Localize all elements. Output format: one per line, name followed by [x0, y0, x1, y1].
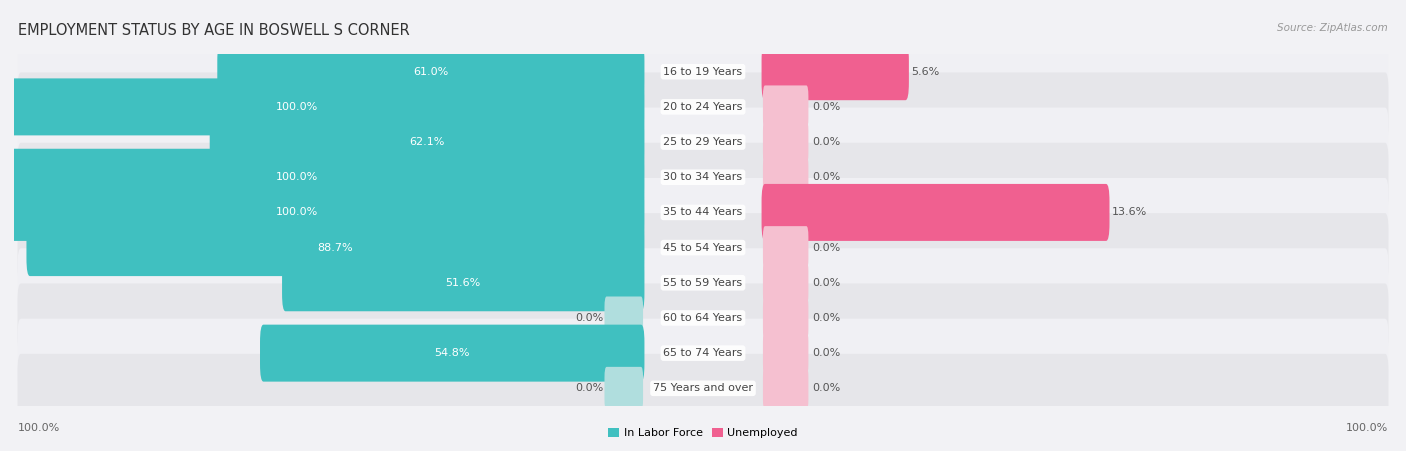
FancyBboxPatch shape [17, 143, 1389, 212]
Text: 45 to 54 Years: 45 to 54 Years [664, 243, 742, 253]
Text: 0.0%: 0.0% [811, 102, 841, 112]
FancyBboxPatch shape [763, 367, 808, 410]
Text: 0.0%: 0.0% [811, 383, 841, 393]
Text: 88.7%: 88.7% [318, 243, 353, 253]
Text: 61.0%: 61.0% [413, 67, 449, 77]
FancyBboxPatch shape [209, 114, 644, 170]
Text: 13.6%: 13.6% [1112, 207, 1147, 217]
Text: 100.0%: 100.0% [18, 423, 60, 433]
Text: 0.0%: 0.0% [575, 313, 603, 323]
Text: 100.0%: 100.0% [276, 207, 318, 217]
Text: 0.0%: 0.0% [575, 383, 603, 393]
FancyBboxPatch shape [17, 284, 1389, 352]
FancyBboxPatch shape [763, 120, 808, 164]
Text: 0.0%: 0.0% [811, 172, 841, 182]
FancyBboxPatch shape [0, 78, 644, 135]
Text: 100.0%: 100.0% [276, 172, 318, 182]
FancyBboxPatch shape [762, 43, 908, 100]
Text: 65 to 74 Years: 65 to 74 Years [664, 348, 742, 358]
Text: Source: ZipAtlas.com: Source: ZipAtlas.com [1277, 23, 1388, 32]
FancyBboxPatch shape [283, 254, 644, 311]
Text: 54.8%: 54.8% [434, 348, 470, 358]
FancyBboxPatch shape [17, 319, 1389, 387]
Legend: In Labor Force, Unemployed: In Labor Force, Unemployed [603, 423, 803, 442]
Text: 20 to 24 Years: 20 to 24 Years [664, 102, 742, 112]
FancyBboxPatch shape [17, 354, 1389, 423]
Text: 100.0%: 100.0% [1346, 423, 1388, 433]
FancyBboxPatch shape [260, 325, 644, 382]
FancyBboxPatch shape [0, 149, 644, 206]
Text: 100.0%: 100.0% [276, 102, 318, 112]
FancyBboxPatch shape [17, 249, 1389, 317]
FancyBboxPatch shape [17, 178, 1389, 247]
FancyBboxPatch shape [0, 184, 644, 241]
Text: 60 to 64 Years: 60 to 64 Years [664, 313, 742, 323]
Text: 51.6%: 51.6% [446, 278, 481, 288]
Text: 25 to 29 Years: 25 to 29 Years [664, 137, 742, 147]
FancyBboxPatch shape [605, 367, 643, 410]
Text: 0.0%: 0.0% [811, 313, 841, 323]
Text: 35 to 44 Years: 35 to 44 Years [664, 207, 742, 217]
Text: 16 to 19 Years: 16 to 19 Years [664, 67, 742, 77]
FancyBboxPatch shape [218, 43, 644, 100]
Text: 0.0%: 0.0% [811, 243, 841, 253]
Text: 62.1%: 62.1% [409, 137, 444, 147]
FancyBboxPatch shape [17, 73, 1389, 141]
Text: 0.0%: 0.0% [811, 278, 841, 288]
Text: 75 Years and over: 75 Years and over [652, 383, 754, 393]
FancyBboxPatch shape [763, 331, 808, 375]
Text: 0.0%: 0.0% [811, 137, 841, 147]
FancyBboxPatch shape [763, 156, 808, 199]
Text: 0.0%: 0.0% [811, 348, 841, 358]
FancyBboxPatch shape [763, 226, 808, 269]
FancyBboxPatch shape [762, 184, 1109, 241]
FancyBboxPatch shape [763, 85, 808, 129]
Text: 30 to 34 Years: 30 to 34 Years [664, 172, 742, 182]
FancyBboxPatch shape [763, 261, 808, 304]
FancyBboxPatch shape [27, 219, 644, 276]
Text: 55 to 59 Years: 55 to 59 Years [664, 278, 742, 288]
FancyBboxPatch shape [17, 108, 1389, 176]
Text: EMPLOYMENT STATUS BY AGE IN BOSWELL S CORNER: EMPLOYMENT STATUS BY AGE IN BOSWELL S CO… [18, 23, 411, 37]
FancyBboxPatch shape [763, 296, 808, 340]
FancyBboxPatch shape [17, 37, 1389, 106]
FancyBboxPatch shape [17, 213, 1389, 282]
FancyBboxPatch shape [605, 296, 643, 340]
Text: 5.6%: 5.6% [911, 67, 939, 77]
